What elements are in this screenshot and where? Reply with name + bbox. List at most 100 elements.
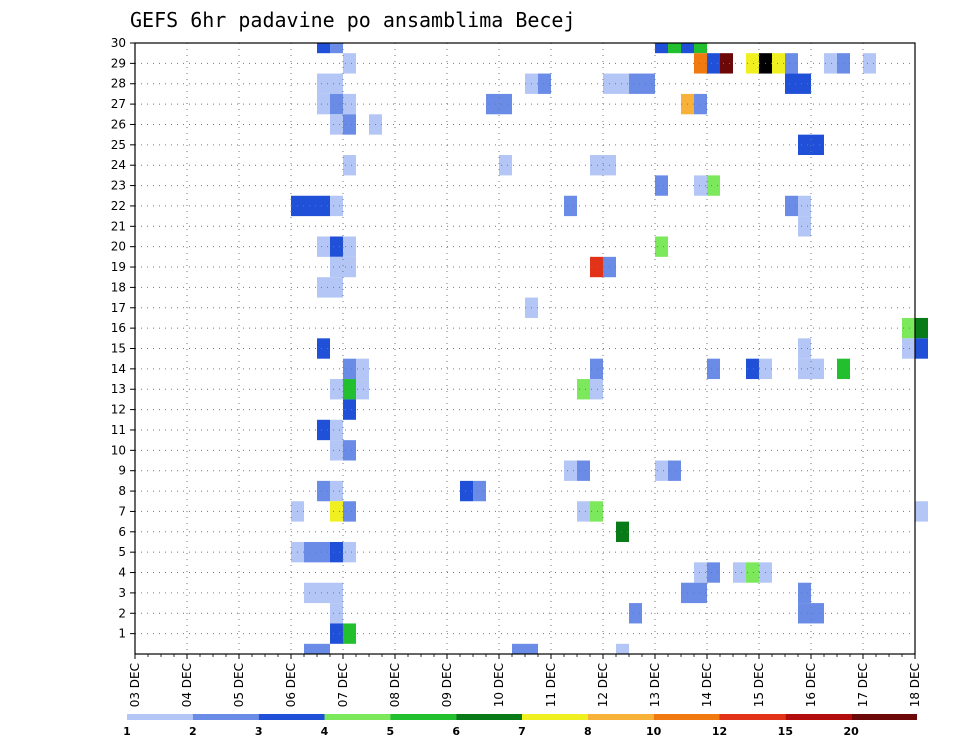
heatmap-cell: [330, 114, 343, 135]
heatmap-cell: [317, 236, 330, 257]
heatmap-cell: [720, 53, 733, 74]
legend-label: 5: [387, 725, 395, 738]
heatmap-cell: [330, 93, 343, 115]
heatmap-cell: [317, 43, 330, 54]
y-tick-label: 2: [118, 606, 126, 620]
y-tick-label: 29: [111, 56, 126, 70]
heatmap-cell: [694, 562, 707, 583]
y-tick-label: 30: [111, 36, 126, 50]
legend-swatch: [522, 714, 588, 720]
heatmap-cell: [499, 155, 512, 176]
heatmap-cell: [538, 73, 551, 94]
x-tick-label: 17 DEC: [856, 663, 870, 707]
heatmap-cell: [746, 358, 759, 380]
y-tick-label: 21: [111, 219, 126, 233]
legend-swatch: [719, 714, 786, 720]
heatmap-cell: [694, 582, 707, 604]
legend-swatch: [324, 714, 391, 720]
heatmap-cell: [343, 236, 356, 257]
heatmap-cell: [330, 541, 343, 563]
heatmap-cell: [330, 480, 343, 502]
x-tick-label: 14 DEC: [700, 663, 714, 707]
y-tick-label: 25: [111, 138, 126, 152]
heatmap-cell: [304, 643, 317, 654]
y-tick-label: 22: [111, 199, 126, 213]
heatmap-cell: [330, 440, 343, 461]
x-tick-label: 16 DEC: [804, 663, 818, 707]
y-tick-label: 18: [111, 280, 126, 294]
heatmap-cell: [330, 623, 343, 644]
heatmap-cell: [343, 399, 356, 420]
heatmap-cell: [798, 358, 811, 380]
heatmap-cell: [798, 73, 811, 94]
y-axis: 1234567891011121314151617181920212223242…: [111, 36, 135, 641]
heatmap-cell: [356, 358, 369, 380]
heatmap-cell: [863, 53, 876, 74]
heatmap-cell: [629, 603, 642, 624]
heatmap-cell: [707, 175, 720, 196]
heatmap-cell: [564, 460, 577, 481]
heatmap-cell: [317, 419, 330, 441]
heatmap-cell: [343, 358, 356, 380]
x-tick-label: 03 DEC: [128, 663, 142, 707]
legend-label: 1: [123, 725, 131, 738]
heatmap-cell: [330, 236, 343, 257]
y-tick-label: 7: [118, 504, 126, 518]
heatmap-cell: [798, 195, 811, 217]
x-tick-label: 05 DEC: [232, 663, 246, 707]
legend-swatch: [390, 714, 457, 720]
heatmap-cell: [330, 501, 343, 522]
heatmap-cell: [798, 134, 811, 156]
heatmap-cell: [304, 195, 317, 217]
heatmap-cell: [655, 236, 668, 257]
heatmap-cell: [577, 460, 590, 481]
y-tick-label: 19: [111, 260, 126, 274]
heatmap-cell: [343, 501, 356, 522]
legend-label: 2: [189, 725, 197, 738]
heatmap-cell: [902, 317, 915, 339]
y-tick-label: 16: [111, 321, 126, 335]
x-axis: 03 DEC 04 DEC 05 DEC 06 DEC 07 DEC 08 DEC 09 D…: [128, 654, 922, 707]
heatmap-cell: [317, 582, 330, 604]
x-tick-label: 07 DEC: [336, 663, 350, 707]
heatmap-cell: [343, 256, 356, 278]
legend-label: 6: [452, 725, 460, 738]
y-tick-label: 6: [118, 525, 126, 539]
heatmap-cell: [655, 43, 668, 54]
legend-label: 7: [518, 725, 526, 738]
legend-swatch: [192, 714, 259, 720]
heatmap-cell: [655, 175, 668, 196]
heatmap-cell: [811, 603, 824, 624]
heatmap-cell: [694, 53, 707, 74]
legend-swatch: [785, 714, 852, 720]
legend-label: 10: [646, 725, 662, 738]
legend-swatch: [456, 714, 522, 720]
heatmap-cell: [590, 501, 603, 522]
heatmap-cell: [330, 603, 343, 624]
x-tick-label: 18 DEC: [908, 663, 922, 707]
legend-label: 4: [321, 725, 329, 738]
heatmap-cell: [668, 460, 681, 481]
heatmap-cell: [915, 501, 928, 522]
color-legend: 1 2 3 4 5 6 7 8 10 12 15 20: [123, 714, 917, 738]
legend-label: 3: [255, 725, 263, 738]
heatmap-cell: [330, 195, 343, 217]
legend-swatch: [127, 714, 193, 720]
heatmap-cell: [317, 643, 330, 654]
legend-label: 20: [844, 725, 860, 738]
heatmap-cell: [811, 134, 824, 156]
heatmap-cell: [343, 379, 356, 400]
heatmap-cell: [915, 338, 928, 359]
heatmap-cell: [525, 643, 538, 654]
heatmap-cell: [330, 419, 343, 441]
x-tick-label: 06 DEC: [284, 663, 298, 707]
heatmap-cell: [317, 541, 330, 563]
heatmap-cell: [330, 277, 343, 298]
heatmap-cell: [785, 73, 798, 94]
heatmap-cell: [616, 643, 629, 654]
legend-swatch: [653, 714, 720, 720]
legend-swatch: [851, 714, 917, 720]
heatmap-cell: [642, 73, 655, 94]
heatmap-cell: [317, 73, 330, 94]
y-tick-label: 24: [111, 158, 126, 172]
